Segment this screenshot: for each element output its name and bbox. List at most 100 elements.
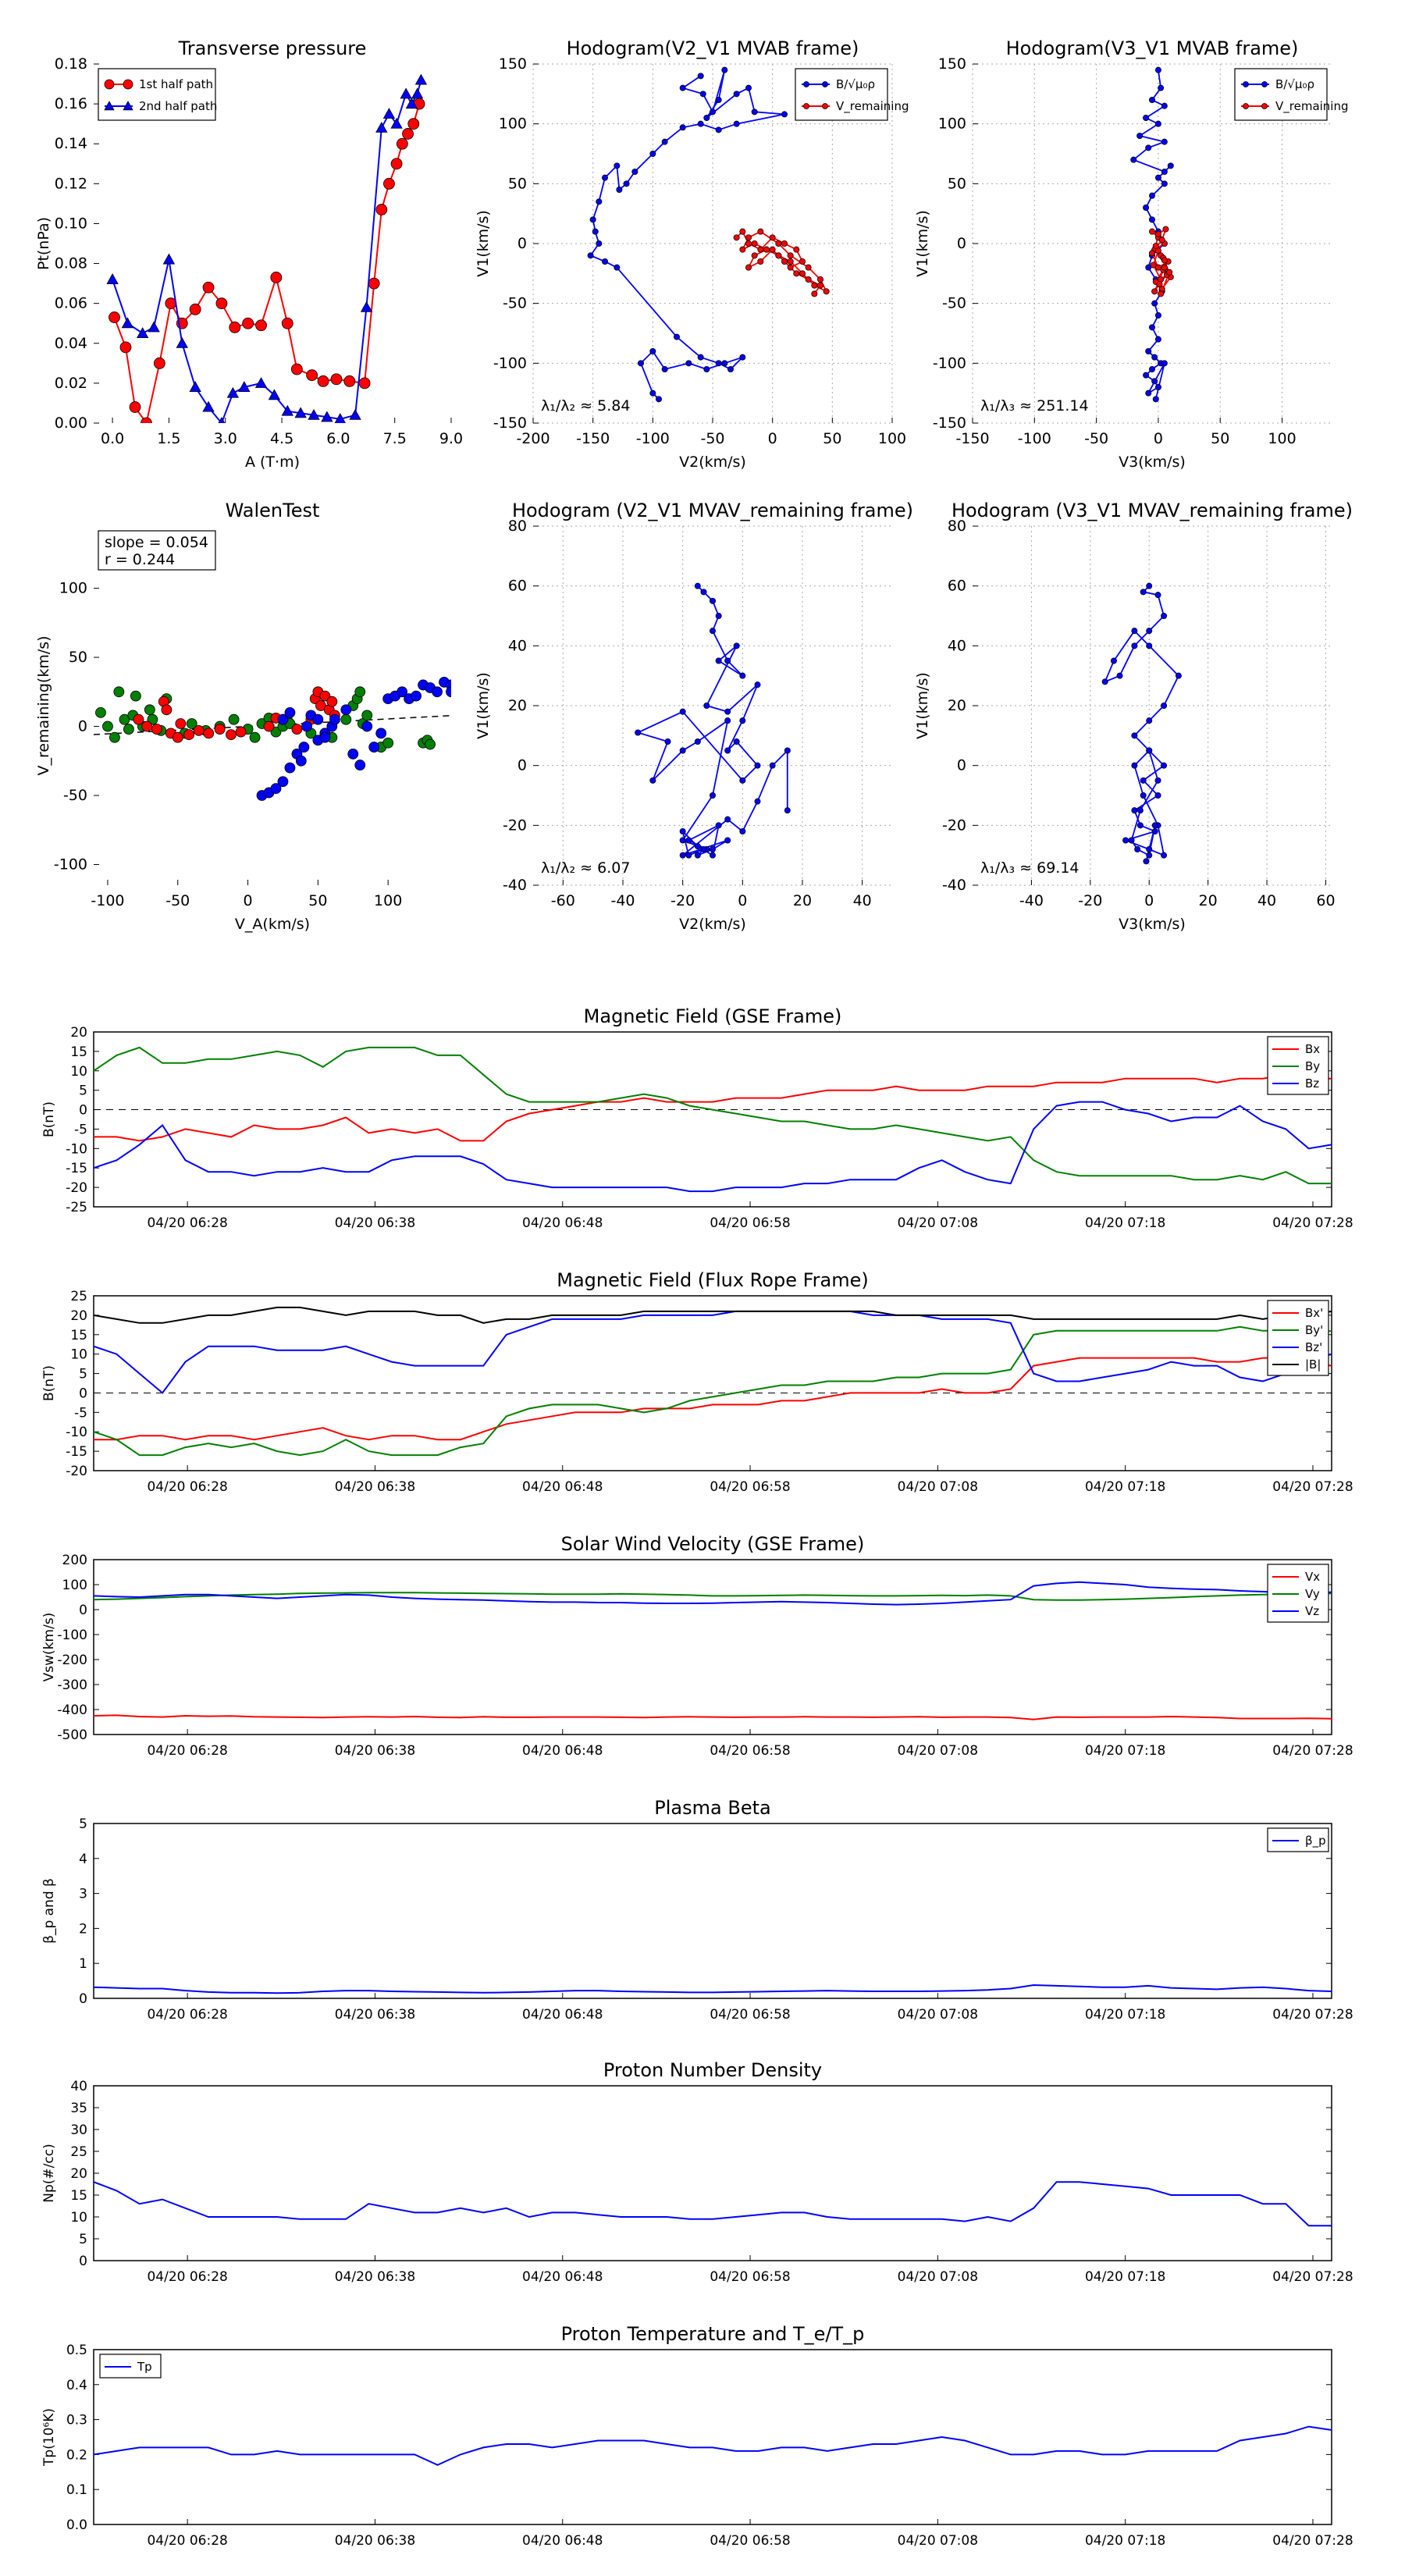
x-tick-label: 04/20 06:48 <box>522 1479 603 1495</box>
data-point <box>1154 174 1161 181</box>
legend-frame <box>98 68 216 121</box>
y-tick-label: 40 <box>948 637 966 654</box>
data-point <box>382 108 396 119</box>
data-point <box>781 240 788 247</box>
y-tick-label: 10 <box>70 1347 87 1363</box>
x-tick-label: 04/20 06:28 <box>147 2533 227 2549</box>
y-axis-label: V1(km/s) <box>475 672 492 739</box>
y-tick-label: 0.5 <box>66 2343 87 2358</box>
y-tick-label: 50 <box>948 175 966 192</box>
data-point <box>1161 613 1168 620</box>
data-point <box>153 357 165 369</box>
x-tick-label: -40 <box>610 892 635 909</box>
y-tick-label: 25 <box>70 1289 87 1304</box>
data-point <box>1143 114 1150 121</box>
data-point <box>589 216 596 223</box>
data-point <box>1152 243 1159 250</box>
data-point <box>375 204 388 215</box>
chart-title: Hodogram(V2_V1 MVAB frame) <box>567 37 859 59</box>
data-point <box>587 252 594 259</box>
data-point <box>739 777 746 784</box>
data-point <box>1146 582 1153 589</box>
y-tick-label: 0.00 <box>55 415 87 432</box>
data-point <box>649 390 656 397</box>
x-tick-label: 04/20 07:08 <box>898 1743 978 1759</box>
data-point <box>817 276 824 283</box>
data-point <box>679 708 686 715</box>
data-point <box>1151 828 1158 835</box>
legend-label: Bx' <box>1305 1306 1323 1320</box>
data-point <box>1151 378 1158 385</box>
data-point <box>361 710 373 721</box>
data-point <box>317 375 329 387</box>
chart-title: Proton Temperature and T_e/T_p <box>561 2323 865 2345</box>
x-tick-label: 04/20 06:58 <box>710 1743 790 1759</box>
data-point <box>787 258 794 265</box>
series-line-0 <box>93 2425 1332 2466</box>
data-point <box>186 718 197 729</box>
data-point <box>308 408 320 420</box>
x-tick-label: -150 <box>955 430 989 447</box>
data-point <box>739 228 746 235</box>
chart-7: Magnetic Field (Flux Rope Frame) B(nT) -20… <box>41 1269 1353 1495</box>
y-tick-label: 20 <box>70 2166 87 2182</box>
chart-title: Plasma Beta <box>654 1797 770 1819</box>
plot-frame <box>93 1559 1332 1735</box>
data-point <box>255 319 267 332</box>
x-tick-label: 20 <box>1199 892 1218 909</box>
series-line <box>112 80 422 423</box>
x-tick-label: 04/20 06:48 <box>522 2007 603 2023</box>
data-point <box>1146 747 1153 754</box>
y-tick-label: 2 <box>79 1921 87 1937</box>
data-point <box>699 91 706 98</box>
data-point <box>1161 264 1168 271</box>
data-point <box>108 311 120 323</box>
y-tick-label: 0.2 <box>66 2447 87 2463</box>
plot-area <box>635 582 791 859</box>
y-tick-label: 40 <box>508 637 527 654</box>
chart-title: Hodogram(V3_V1 MVAB frame) <box>1006 37 1299 59</box>
series-line <box>113 103 420 423</box>
y-tick-label: 0 <box>79 1103 87 1119</box>
data-point <box>411 690 422 702</box>
y-axis-label: Pt(nPa) <box>35 217 52 270</box>
data-point <box>358 377 371 390</box>
x-tick-label: 04/20 07:28 <box>1272 2269 1353 2285</box>
data-point <box>799 258 806 265</box>
y-tick-label: -50 <box>63 787 87 804</box>
data-point <box>1149 324 1156 331</box>
data-point <box>596 198 603 205</box>
y-tick-label: 0.14 <box>55 135 87 152</box>
data-point <box>805 276 812 283</box>
y-tick-label: 0.16 <box>55 95 87 112</box>
legend-label: 2nd half path <box>139 99 217 113</box>
legend-label: B/√μ₀ρ <box>1275 77 1314 91</box>
series-line-0 <box>93 1714 1332 1720</box>
data-point <box>679 852 686 859</box>
x-tick-label: 0 <box>1154 430 1163 447</box>
x-tick-label: 50 <box>823 430 841 447</box>
data-point <box>1161 703 1168 710</box>
stats-text: r = 0.244 <box>105 551 175 568</box>
data-point <box>268 389 281 400</box>
data-point <box>649 777 656 784</box>
data-point <box>203 728 215 739</box>
data-point <box>751 252 758 259</box>
data-point <box>1122 837 1129 844</box>
y-tick-label: -15 <box>66 1444 87 1460</box>
data-point <box>697 73 704 80</box>
data-point <box>757 228 764 235</box>
legend-label: Vz <box>1305 1604 1319 1618</box>
data-point <box>694 843 701 850</box>
y-axis-label: V_remaining(km/s) <box>35 635 52 775</box>
data-point <box>1136 822 1144 829</box>
data-point <box>104 79 115 90</box>
y-tick-label: -5 <box>74 1122 87 1137</box>
data-point <box>1149 365 1156 372</box>
x-tick-label: 04/20 06:58 <box>710 2533 790 2549</box>
data-point <box>214 724 226 735</box>
data-point <box>614 264 621 271</box>
x-tick-label: 04/20 06:38 <box>335 1743 415 1759</box>
series-1 <box>1149 226 1174 297</box>
